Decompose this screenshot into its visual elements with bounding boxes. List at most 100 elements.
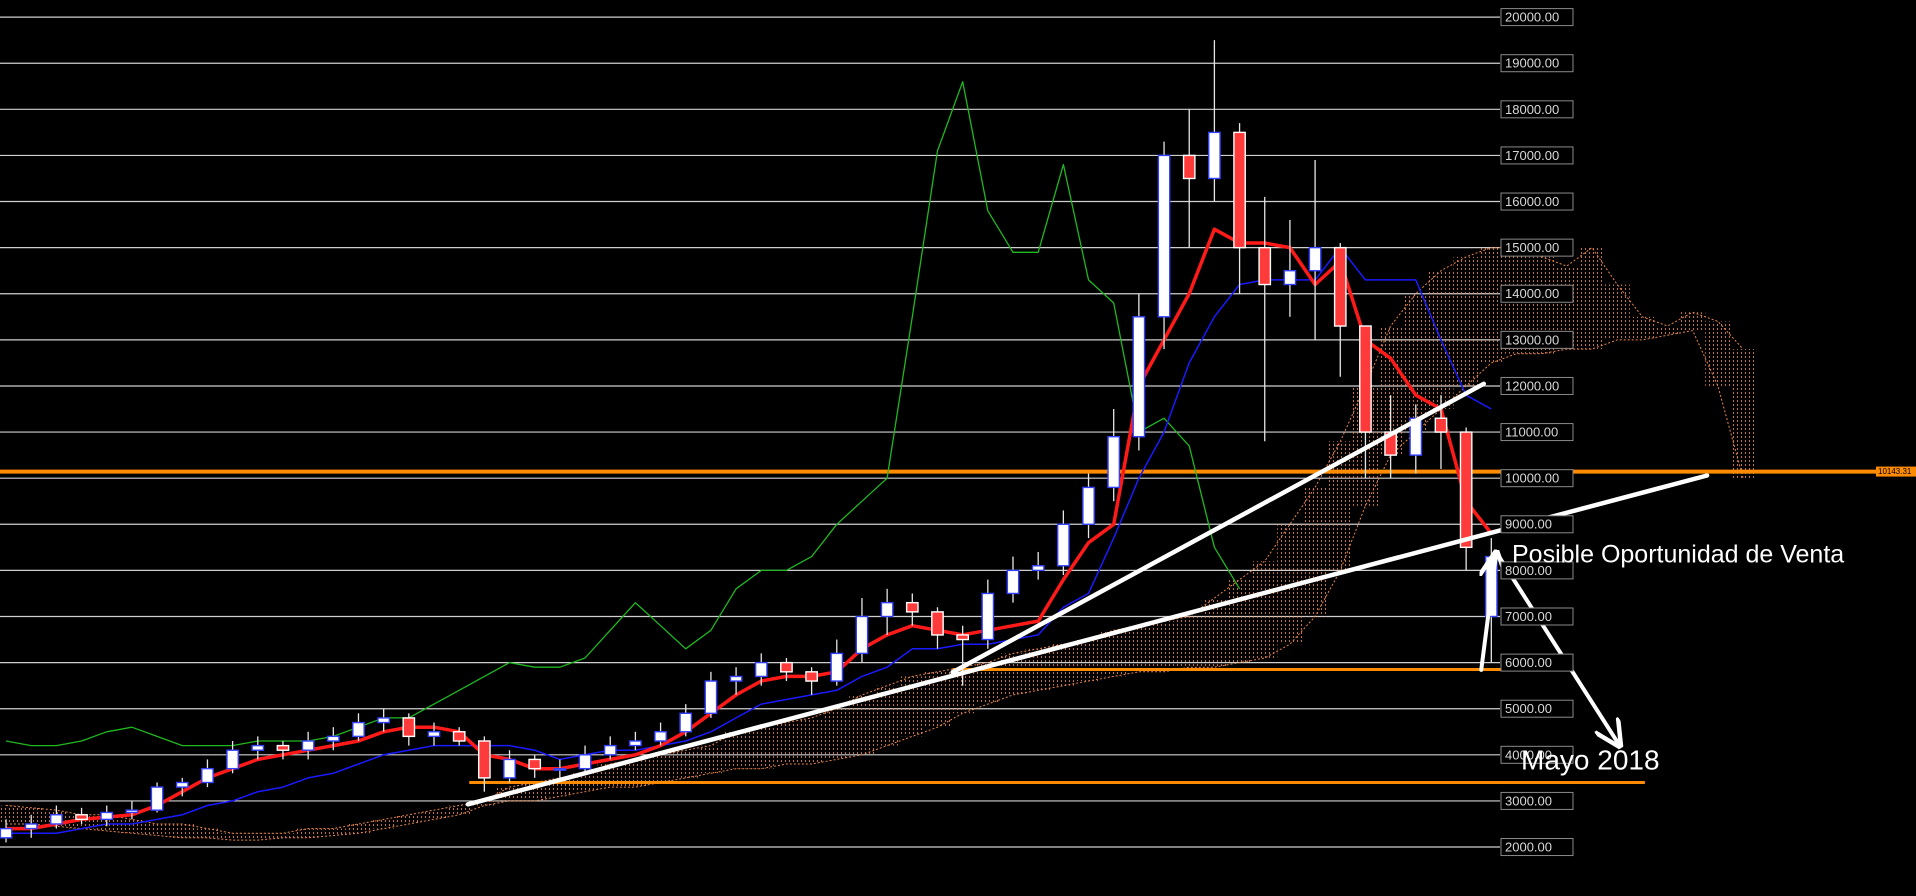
- candle-body: [629, 740, 642, 747]
- cloud-segment: [270, 833, 296, 838]
- cloud: [0, 247, 1756, 841]
- candle-body: [1359, 325, 1372, 433]
- candle-body: [301, 740, 315, 751]
- cloud-segment: [1151, 621, 1177, 672]
- tick-box: [1500, 515, 1574, 534]
- y-tick-label: 3000.00: [1505, 793, 1552, 808]
- cloud-segment: [1705, 321, 1731, 386]
- candle-body: [981, 592, 995, 641]
- candle-body: [780, 661, 793, 673]
- price-tag: [1876, 466, 1916, 477]
- arrow: [1479, 553, 1496, 672]
- price-tag-label: 10143.31: [1878, 467, 1912, 476]
- tick-box: [1500, 284, 1574, 303]
- cloud-segment: [647, 754, 674, 783]
- cloud-span-a: [5, 247, 1744, 834]
- candle-body: [1182, 154, 1196, 180]
- candle-body: [1208, 131, 1221, 180]
- y-tick-label: 14000.00: [1505, 286, 1559, 301]
- cloud-segment: [824, 708, 850, 760]
- cloud-segment: [1302, 487, 1328, 617]
- cloud-segment: [1478, 247, 1504, 363]
- y-tick-label: 10000.00: [1505, 471, 1559, 486]
- tick-box: [1500, 838, 1574, 857]
- candle-body: [1132, 316, 1146, 438]
- candle-body: [352, 721, 365, 738]
- candle-body: [1459, 431, 1473, 549]
- cloud-segment: [698, 745, 724, 774]
- candle-body: [503, 758, 516, 779]
- cloud-segment: [748, 727, 774, 769]
- candle-body: [1283, 269, 1297, 286]
- candle-body: [326, 735, 340, 742]
- cloud-segment: [446, 805, 472, 815]
- candle-body: [754, 661, 768, 678]
- y-tick-label: 13000.00: [1505, 332, 1559, 347]
- candle-body: [452, 731, 466, 742]
- candle-body: [654, 731, 667, 742]
- cloud-segment: [1453, 256, 1479, 386]
- cloud-segment: [849, 694, 875, 755]
- y-tick-label: 11000.00: [1505, 425, 1558, 440]
- candle-body: [553, 767, 567, 771]
- y-tick-label: 12000.00: [1505, 378, 1559, 393]
- cloud-segment: [471, 800, 497, 806]
- candle-body: [226, 749, 239, 770]
- candle-body: [528, 758, 542, 770]
- tick-box: [1500, 699, 1574, 718]
- annotation: Mayo 2018: [1521, 744, 1660, 775]
- tick-box: [1500, 8, 1574, 27]
- tick-box: [1500, 146, 1574, 165]
- y-axis: 20000.00 19000.00 18000.00 17000.00 16000.00…: [1500, 8, 1916, 857]
- candle-body: [1308, 246, 1322, 272]
- candle-body: [427, 731, 441, 738]
- candle-body: [125, 809, 139, 814]
- indicator-line: [5, 81, 1241, 747]
- cloud-segment: [1126, 625, 1152, 672]
- cloud-segment: [1252, 561, 1278, 658]
- candle-body: [931, 611, 944, 636]
- candle-body: [880, 601, 894, 618]
- candle-body: [1056, 523, 1070, 567]
- y-tick-label: 15000.00: [1505, 240, 1559, 255]
- tick-box: [1500, 561, 1574, 580]
- candle-body: [1258, 246, 1272, 286]
- candle-body: [578, 754, 592, 770]
- tick-box: [1500, 423, 1574, 442]
- candle-body: [251, 744, 265, 751]
- tick-box: [1500, 653, 1574, 672]
- y-tick-label: 8000.00: [1505, 563, 1552, 578]
- candle-body: [1157, 154, 1171, 318]
- candle-body: [1082, 486, 1095, 525]
- candle-body: [679, 712, 693, 733]
- tick-box: [1500, 238, 1574, 257]
- candle-body: [1434, 417, 1448, 433]
- cloud-segment: [1604, 284, 1630, 340]
- candle-body: [402, 717, 416, 738]
- tick-box: [1500, 469, 1574, 488]
- candle-body: [201, 767, 214, 784]
- indicator-line: [6, 246, 1492, 834]
- cloud-segment: [1680, 312, 1706, 331]
- tick-box: [1500, 330, 1574, 349]
- y-tick-label: 20000.00: [1505, 10, 1559, 25]
- y-tick-label: 9000.00: [1505, 517, 1552, 532]
- y-tick-label: 2000.00: [1505, 839, 1552, 854]
- candle-body: [805, 671, 818, 682]
- y-tick-label: 4000.00: [1505, 747, 1552, 762]
- candle-body: [855, 615, 869, 655]
- cloud-segment: [320, 828, 346, 836]
- y-tick-label: 5000.00: [1505, 701, 1552, 716]
- cloud-segment: [1730, 349, 1756, 479]
- cloud-segment: [799, 717, 825, 765]
- cloud-segment: [1629, 316, 1655, 340]
- candle-body: [150, 786, 164, 811]
- candle-body: [1031, 565, 1045, 572]
- cloud-segment: [245, 833, 271, 841]
- candle-body: [75, 814, 88, 821]
- candle-body: [956, 634, 970, 641]
- candle-body: [175, 781, 189, 788]
- cloud-segment: [773, 722, 800, 765]
